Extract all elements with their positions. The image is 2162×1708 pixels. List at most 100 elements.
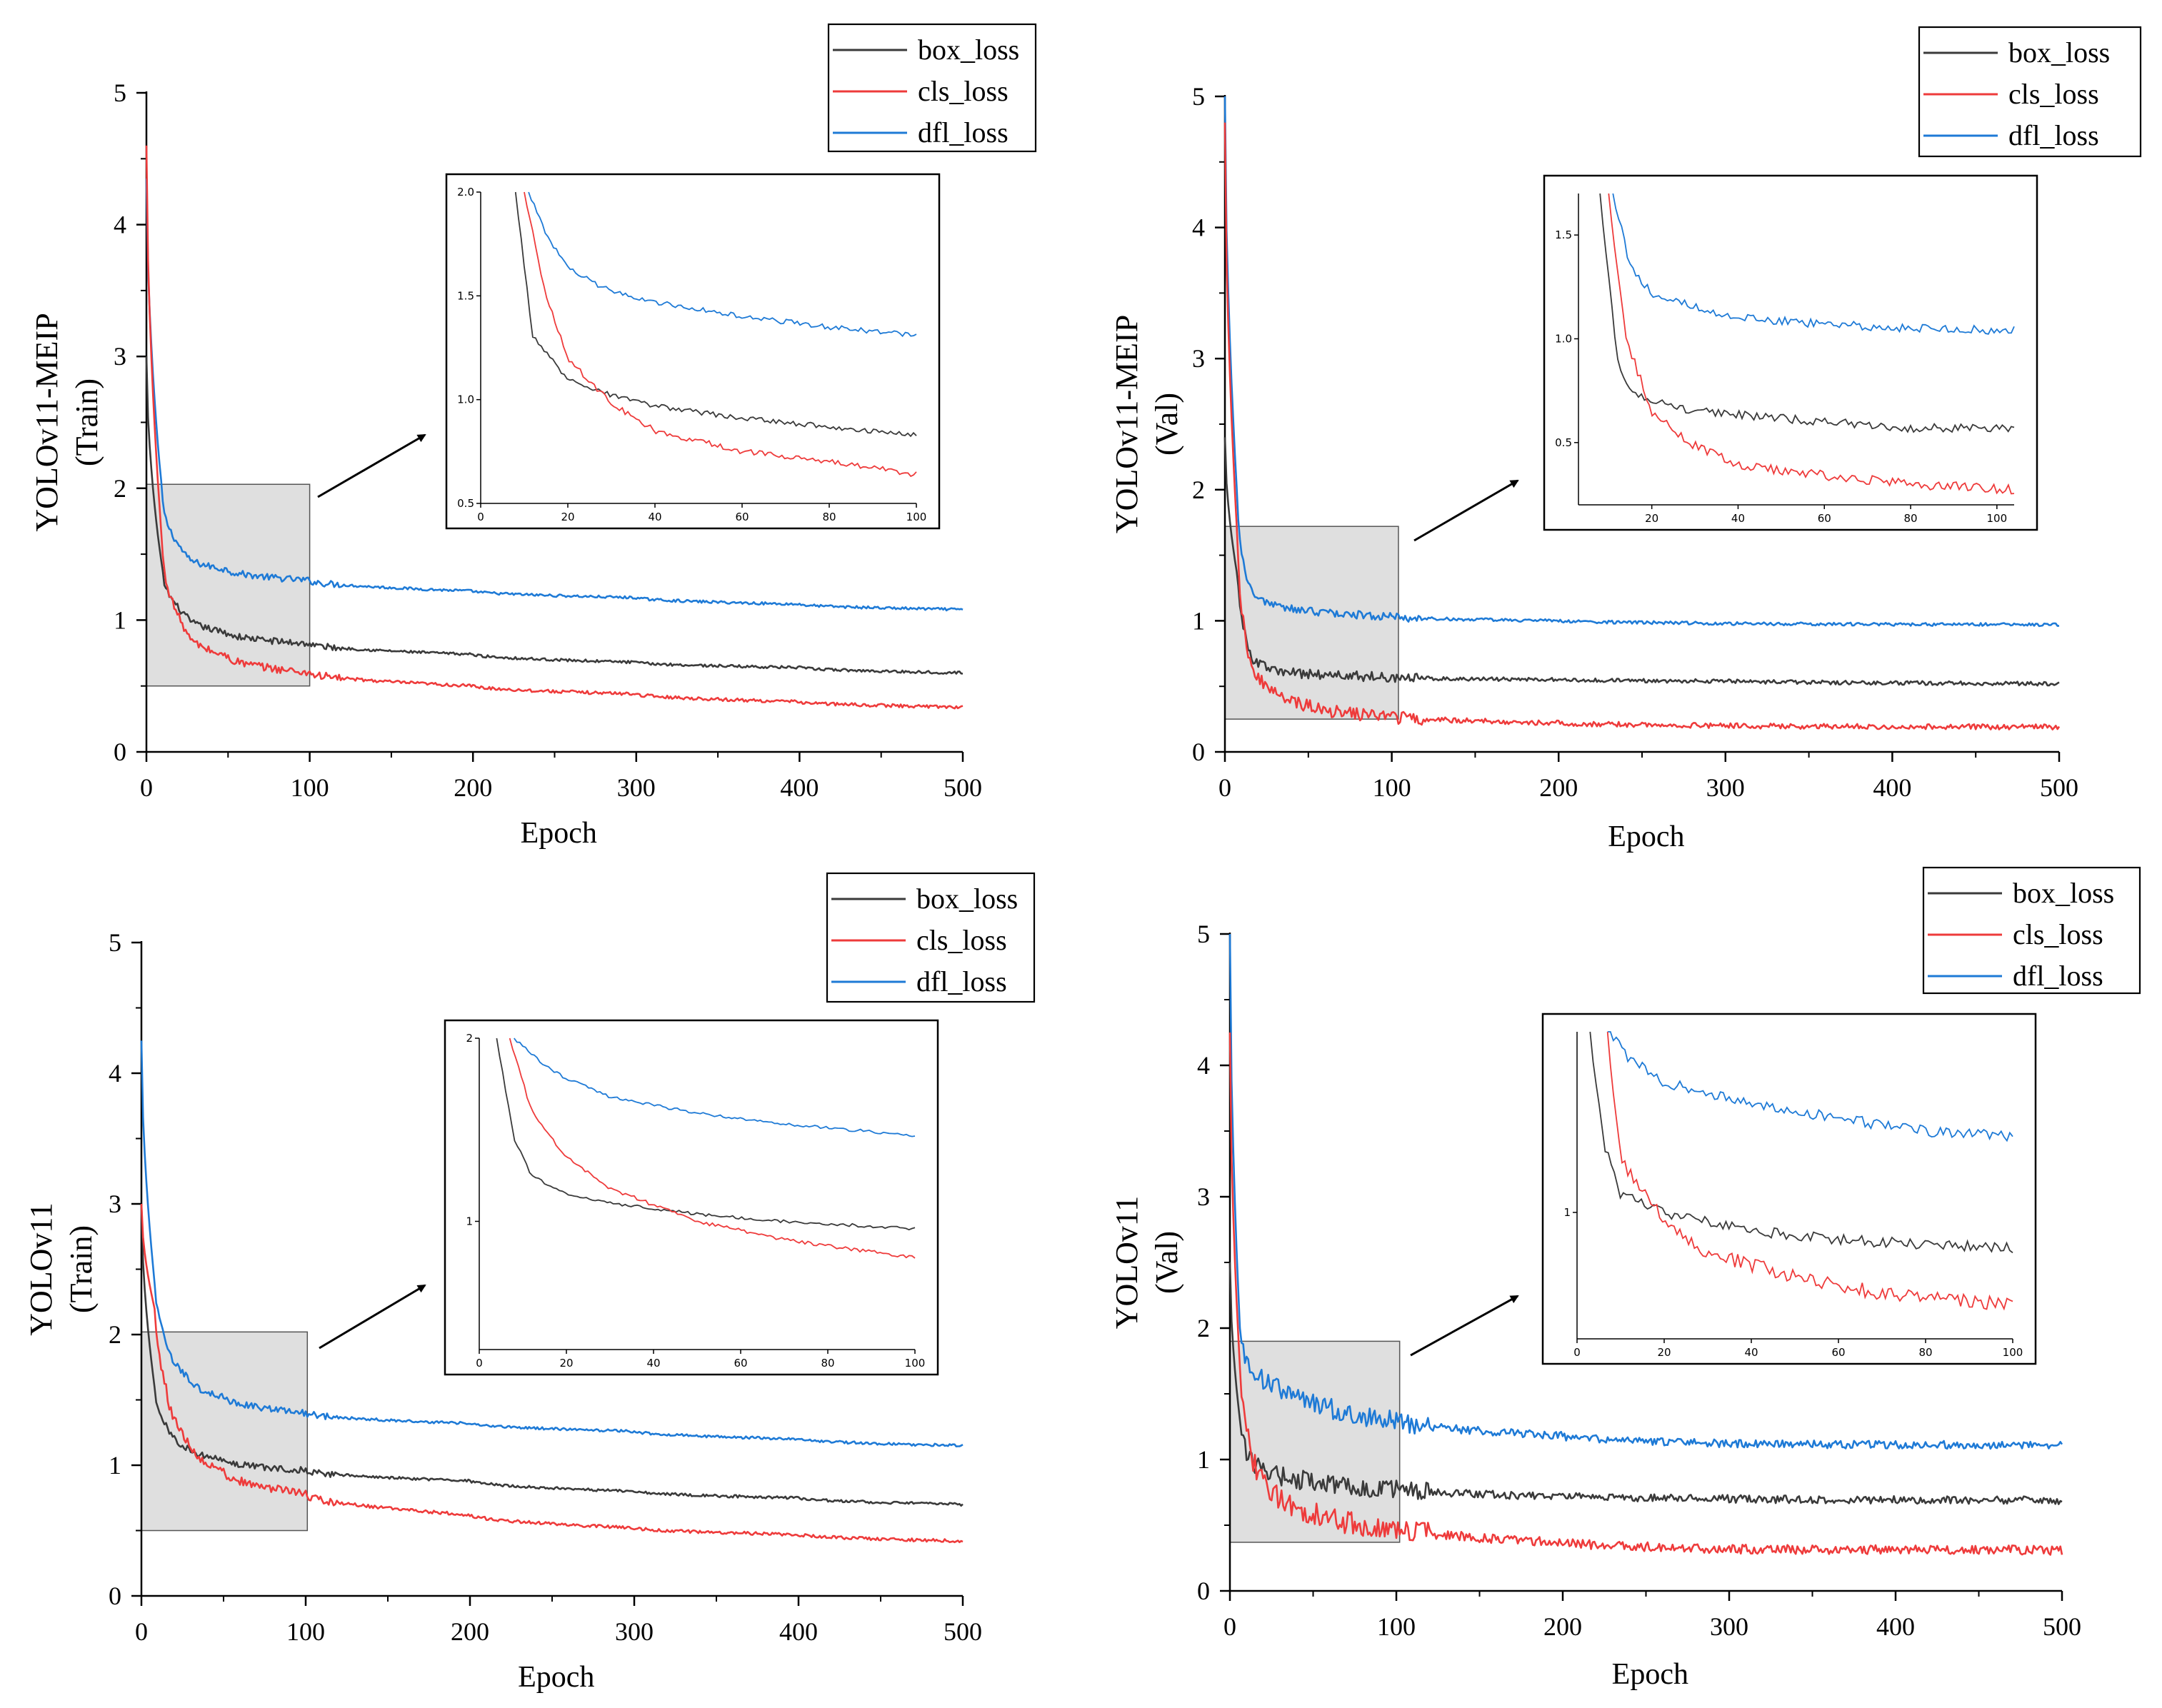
y-tick-label: 1 [114, 606, 126, 634]
inset-x-tick-label: 60 [735, 511, 749, 523]
zoom-arrow [1410, 1295, 1519, 1357]
legend-label-dfl_loss: dfl_loss [918, 116, 1009, 149]
x-axis-title: Epoch [1608, 820, 1684, 853]
inset-x-tick-label: 100 [1987, 512, 2008, 525]
inset-y-tick-label: 2 [466, 1032, 473, 1045]
y-axis-title-line2: (Val) [1149, 1231, 1184, 1294]
x-tick-label: 500 [2040, 773, 2078, 802]
series-line-box_loss [1228, 1262, 2063, 1505]
y-axis-title: YOLOv11-MEIP (Val) [1109, 315, 1184, 533]
inset-x-tick-label: 80 [821, 1357, 834, 1370]
zoom-region-box [1229, 1340, 1401, 1543]
inset-y-tick-label: 0.5 [1555, 436, 1572, 449]
legend: box_loss cls_loss dfl_loss [826, 872, 1036, 1003]
inset-y-tick-label: 1.5 [457, 289, 474, 302]
y-tick-label: 4 [109, 1059, 121, 1087]
inset-x-tick-label: 20 [561, 511, 574, 523]
series-line-dfl_loss [1228, 933, 2063, 1450]
inset-x-tick-label: 40 [1744, 1346, 1758, 1359]
inset-series-line-dfl_loss [514, 1038, 916, 1137]
inset-series-line-cls_loss [1608, 193, 2015, 495]
y-axis-title-line1: YOLOv11-MEIP [1109, 315, 1144, 533]
x-tick-label: 500 [2043, 1612, 2081, 1641]
legend: box_loss cls_loss dfl_loss [827, 23, 1037, 153]
inset-y-tick-label: 1.5 [1555, 228, 1572, 241]
x-tick-label: 200 [451, 1617, 489, 1646]
inset-x-tick-label: 100 [2003, 1346, 2023, 1359]
legend-label-box_loss: box_loss [916, 883, 1018, 915]
inset-x-tick-label: 100 [905, 1357, 926, 1370]
inset-frame [445, 173, 941, 530]
y-tick-label: 5 [109, 928, 121, 957]
legend: box_loss cls_loss dfl_loss [1918, 26, 2142, 158]
zoom-inset: 0 20 40 60 80 100 0.5 1.0 1.5 2.0 [445, 173, 941, 530]
x-tick-label: 0 [140, 773, 153, 802]
legend-box [827, 23, 1037, 153]
zoom-inset: 0 20 40 60 80 100 1 [1541, 1013, 2037, 1365]
x-axis-title: Epoch [521, 817, 597, 850]
x-tick-label: 400 [779, 1617, 818, 1646]
y-tick-label: 0 [114, 738, 126, 766]
y-axis-title: YOLOv11 (Train) [24, 1202, 99, 1336]
x-tick-label: 100 [286, 1617, 325, 1646]
legend-label-cls_loss: cls_loss [916, 924, 1007, 956]
inset-x-tick-label: 0 [1573, 1346, 1581, 1359]
inset-x-tick-label: 20 [1645, 512, 1658, 525]
y-tick-label: 4 [1197, 1051, 1210, 1080]
inset-y-tick-label: 0.5 [457, 497, 474, 510]
inset-series-line-dfl_loss [1612, 193, 2015, 335]
x-axis-title: Epoch [518, 1661, 594, 1694]
y-tick-label: 2 [1197, 1314, 1210, 1342]
x-tick-label: 300 [615, 1617, 654, 1646]
x-tick-label: 0 [1218, 773, 1231, 802]
zoom-arrow [1413, 479, 1519, 542]
zoom-arrow [317, 433, 426, 498]
legend-box [1922, 866, 2141, 995]
series-line-cls_loss [145, 145, 964, 710]
inset-x-tick-label: 20 [559, 1357, 573, 1370]
inset-series-line-dfl_loss [1607, 1031, 2013, 1142]
inset-series-line-box_loss [496, 1038, 916, 1231]
chart-panel-top-left: 0 100 200 300 400 500012345EpochYOLOv11-MEIP(… [29, 23, 1037, 850]
series-line-box_loss [140, 1203, 964, 1507]
x-tick-label: 300 [1710, 1612, 1748, 1641]
y-tick-label: 0 [109, 1582, 121, 1610]
inset-series-line-cls_loss [1606, 1031, 2013, 1311]
inset-y-tick-label: 1.0 [457, 393, 474, 406]
inset-y-tick-label: 2.0 [457, 186, 474, 199]
inset-x-tick-label: 60 [1831, 1346, 1845, 1359]
inset-x-tick-label: 0 [477, 511, 484, 523]
y-tick-label: 0 [1192, 738, 1205, 766]
legend-label-box_loss: box_loss [2008, 36, 2110, 69]
x-tick-label: 0 [135, 1617, 148, 1646]
inset-frame [444, 1019, 939, 1376]
zoom-region-box [141, 1331, 309, 1532]
x-tick-label: 200 [1543, 1612, 1582, 1641]
x-tick-label: 200 [1539, 773, 1578, 802]
zoom-region-box [146, 483, 311, 687]
inset-frame [1543, 174, 2038, 531]
series-line-dfl_loss [145, 178, 964, 612]
y-tick-label: 1 [1197, 1445, 1210, 1474]
x-axis-title: Epoch [1612, 1658, 1688, 1691]
inset-x-tick-label: 60 [734, 1357, 747, 1370]
x-tick-label: 400 [1873, 773, 1911, 802]
y-axis-title-line2: (Val) [1149, 393, 1184, 456]
series-line-dfl_loss [140, 1040, 964, 1447]
legend-label-dfl_loss: dfl_loss [916, 965, 1007, 998]
x-tick-label: 200 [454, 773, 492, 802]
x-tick-label: 500 [944, 773, 982, 802]
x-tick-label: 400 [780, 773, 819, 802]
legend-label-dfl_loss: dfl_loss [2008, 119, 2099, 151]
inset-x-tick-label: 40 [646, 1357, 660, 1370]
legend-label-dfl_loss: dfl_loss [2013, 960, 2103, 992]
inset-x-tick-label: 20 [1657, 1346, 1671, 1359]
inset-y-tick-label: 1.0 [1555, 332, 1572, 345]
y-tick-label: 5 [1197, 920, 1210, 948]
legend-label-box_loss: box_loss [918, 34, 1019, 66]
inset-x-tick-label: 80 [1904, 512, 1918, 525]
legend-label-cls_loss: cls_loss [2008, 78, 2099, 110]
x-tick-label: 300 [1706, 773, 1745, 802]
